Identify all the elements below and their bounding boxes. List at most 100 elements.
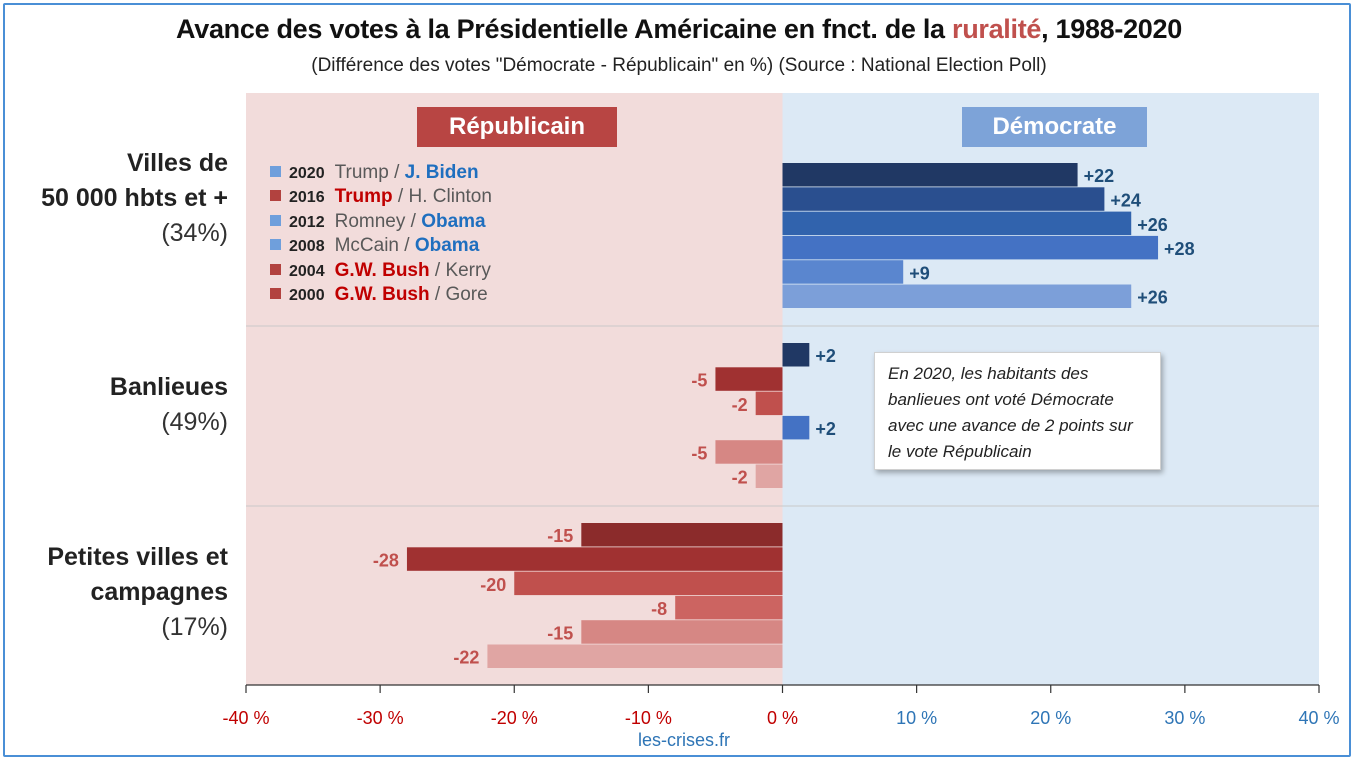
bar-2012	[755, 391, 783, 416]
bar-2000	[782, 284, 1132, 308]
bar-2012	[782, 211, 1132, 236]
title-part-1: Avance des votes à la Présidentielle Amé…	[176, 14, 952, 44]
chart-subtitle: (Différence des votes "Démocrate - Répub…	[311, 55, 1047, 76]
legend-separator: /	[392, 186, 409, 208]
legend-year: 2008	[289, 238, 325, 256]
chart-title: Avance des votes à la Présidentielle Amé…	[0, 14, 1358, 45]
legend-swatch	[270, 287, 281, 299]
legend-swatch	[270, 214, 281, 226]
bar-2000	[755, 464, 783, 488]
legend: 2020 Trump / J. Biden 2016 Trump / H. Clint…	[270, 161, 492, 307]
legend-democrat-candidate: H. Clinton	[408, 186, 492, 208]
group-label-rural: Petites villes et campagnes (17%)	[47, 540, 228, 645]
group-name-rural: Petites villes et campagnes	[47, 543, 228, 606]
bar-value-label: -2	[732, 468, 748, 488]
bar-value-label: +2	[815, 346, 836, 366]
bar-2008	[782, 235, 1159, 260]
bar-value-label: -15	[547, 526, 573, 546]
x-tick-label: 40 %	[1298, 708, 1339, 728]
x-tick-label: -40 %	[222, 708, 269, 728]
legend-item-2004: 2004 G.W. Bush / Kerry	[270, 259, 492, 283]
bar-2020	[782, 163, 1078, 187]
legend-year: 2004	[289, 262, 325, 280]
legend-separator: /	[388, 162, 405, 183]
bar-2020	[782, 343, 810, 367]
group-share-rural: (17%)	[161, 613, 228, 641]
legend-republican-candidate: McCain	[334, 235, 399, 257]
bar-2004	[715, 440, 783, 464]
legend-republican-candidate: G.W. Bush	[334, 259, 430, 281]
legend-swatch	[270, 239, 281, 251]
legend-separator: /	[405, 210, 422, 232]
bar-value-label: +24	[1110, 190, 1141, 210]
bar-value-label: +28	[1164, 239, 1195, 259]
bar-value-label: -8	[651, 599, 667, 619]
group-share-suburbs: (49%)	[161, 408, 228, 436]
bar-2000	[487, 644, 783, 668]
legend-year: 2020	[289, 165, 325, 182]
legend-year: 2012	[289, 213, 325, 231]
legend-swatch	[270, 190, 281, 202]
bar-value-label: -2	[732, 395, 748, 415]
bar-value-label: +26	[1137, 215, 1168, 235]
legend-democrat-candidate: J. Biden	[404, 162, 479, 183]
legend-year: 2016	[289, 189, 325, 207]
bar-value-label: -5	[691, 443, 707, 463]
legend-item-2020: 2020 Trump / J. Biden	[270, 161, 492, 185]
bar-value-label: -15	[547, 623, 573, 643]
callout-annotation: En 2020, les habitants des banlieues ont…	[874, 352, 1161, 470]
group-name-suburbs: Banlieues	[109, 373, 228, 401]
democrat-badge: Démocrate	[962, 107, 1147, 147]
republican-badge: Républicain	[417, 107, 617, 147]
legend-separator: /	[429, 283, 446, 305]
legend-separator: /	[429, 259, 446, 281]
bar-value-label: -28	[373, 550, 399, 570]
legend-item-2012: 2012 Romney / Obama	[270, 210, 492, 234]
legend-year: 2000	[289, 286, 325, 304]
x-tick-label: 10 %	[896, 708, 937, 728]
legend-democrat-candidate: Gore	[445, 283, 488, 305]
bar-2020	[581, 523, 783, 547]
x-tick-label: -30 %	[357, 708, 404, 728]
legend-republican-candidate: Trump	[334, 162, 389, 183]
title-accent-word: ruralité	[951, 14, 1042, 44]
legend-republican-candidate: Trump	[334, 186, 393, 208]
legend-democrat-candidate: Obama	[414, 235, 480, 257]
bar-2012	[514, 571, 783, 596]
legend-republican-candidate: G.W. Bush	[334, 283, 430, 305]
x-tick-label: 20 %	[1030, 708, 1071, 728]
title-part-2: , 1988-2020	[1041, 14, 1182, 44]
group-label-suburbs: Banlieues (49%)	[110, 370, 228, 440]
bar-2008	[782, 415, 810, 440]
bar-2004	[581, 620, 783, 644]
bar-value-label: +22	[1084, 166, 1115, 186]
legend-item-2016: 2016 Trump / H. Clinton	[270, 185, 492, 209]
legend-swatch	[270, 263, 281, 275]
bar-value-label: -20	[480, 575, 506, 595]
bar-value-label: +2	[815, 419, 836, 439]
bar-2016	[782, 187, 1105, 211]
legend-item-2000: 2000 G.W. Bush / Gore	[270, 283, 492, 307]
x-tick-label: 0 %	[767, 708, 798, 728]
legend-separator: /	[399, 235, 415, 257]
group-name-cities: Villes de 50 000 hbts et +	[41, 149, 228, 212]
x-tick-label: -10 %	[625, 708, 672, 728]
group-share-cities: (34%)	[161, 219, 228, 247]
source-credit: les-crises.fr	[637, 730, 730, 750]
bar-2004	[782, 260, 904, 284]
bar-value-label: +9	[909, 263, 930, 283]
bar-value-label: -5	[691, 370, 707, 390]
legend-democrat-candidate: Kerry	[445, 259, 491, 281]
legend-republican-candidate: Romney	[334, 210, 406, 232]
legend-swatch	[270, 166, 281, 177]
bar-2016	[715, 367, 783, 391]
x-tick-label: 30 %	[1164, 708, 1205, 728]
x-tick-label: -20 %	[491, 708, 538, 728]
legend-item-2008: 2008 McCain / Obama	[270, 234, 492, 258]
group-label-cities: Villes de 50 000 hbts et + (34%)	[41, 146, 228, 251]
legend-democrat-candidate: Obama	[421, 210, 486, 232]
bar-value-label: +26	[1137, 288, 1168, 308]
bar-2008	[675, 595, 783, 620]
bar-2016	[406, 547, 783, 571]
